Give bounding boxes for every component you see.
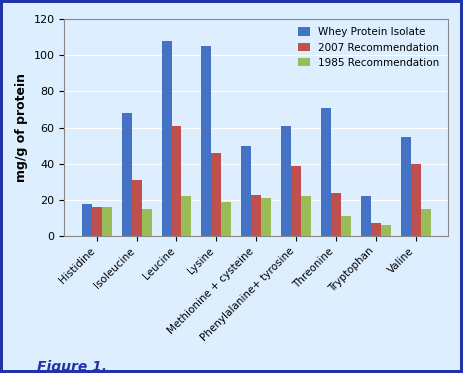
Bar: [261, 198, 271, 236]
Bar: [122, 113, 131, 236]
Bar: [411, 164, 420, 236]
Bar: [251, 194, 261, 236]
Bar: [221, 202, 232, 236]
Bar: [291, 166, 301, 236]
Bar: [331, 193, 341, 236]
Bar: [341, 216, 351, 236]
Bar: [171, 126, 181, 236]
Bar: [82, 204, 92, 236]
Legend: Whey Protein Isolate, 2007 Recommendation, 1985 Recommendation: Whey Protein Isolate, 2007 Recommendatio…: [294, 24, 443, 71]
Bar: [371, 223, 381, 236]
Bar: [301, 196, 311, 236]
Bar: [92, 207, 102, 236]
Bar: [201, 46, 212, 236]
Bar: [420, 209, 431, 236]
Bar: [212, 153, 221, 236]
Bar: [181, 196, 191, 236]
Bar: [361, 196, 371, 236]
Bar: [102, 207, 112, 236]
Text: Figure 1.: Figure 1.: [37, 360, 107, 373]
Bar: [321, 108, 331, 236]
Bar: [400, 137, 411, 236]
Bar: [381, 225, 391, 236]
Bar: [241, 146, 251, 236]
Bar: [281, 126, 291, 236]
Bar: [131, 180, 142, 236]
Bar: [142, 209, 151, 236]
Y-axis label: mg/g of protein: mg/g of protein: [15, 73, 28, 182]
Bar: [162, 41, 171, 236]
